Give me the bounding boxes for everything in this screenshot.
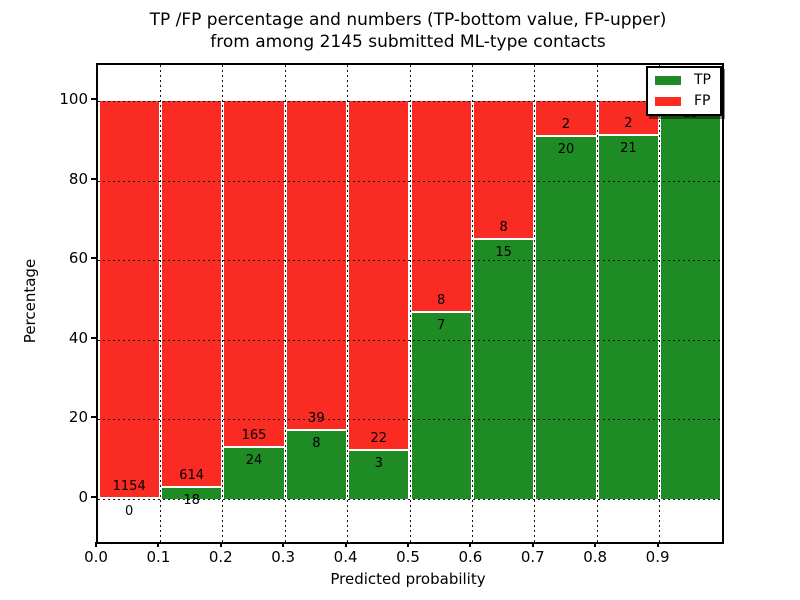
tp-count-label: 0	[125, 504, 134, 519]
gridline-vertical	[159, 65, 161, 542]
fp-count-label: 8	[437, 293, 446, 309]
bar-segment-fp	[286, 101, 347, 432]
y-tick-label: 100	[59, 90, 88, 108]
gridline-horizontal	[98, 339, 722, 341]
gridline-vertical	[596, 65, 598, 542]
gridline-horizontal	[98, 419, 722, 421]
chart-title-line2: from among 2145 submitted ML-type contac…	[210, 32, 606, 52]
legend-row-tp: TP	[655, 73, 711, 88]
y-tick-mark	[91, 98, 96, 100]
x-tick-mark	[469, 542, 472, 547]
y-tick-label: 20	[68, 408, 88, 427]
x-tick-label: 0.8	[583, 548, 608, 566]
gridline-horizontal	[98, 180, 722, 182]
bar-segment-tp	[473, 239, 534, 499]
tp-count-label: 3	[374, 456, 383, 472]
gridline-vertical	[284, 65, 286, 542]
fp-count-label: 8	[499, 219, 508, 235]
bar-segment-fp	[99, 101, 159, 499]
legend-row-fp: FP	[655, 94, 711, 109]
fp-count-label: 2	[561, 117, 571, 133]
bar-segment-fp	[473, 101, 534, 240]
y-tick-mark	[91, 257, 96, 260]
tp-count-label: 18	[183, 492, 200, 508]
bar-segment-tp	[536, 137, 596, 499]
y-axis-label: Percentage	[21, 258, 39, 344]
x-tick-mark	[594, 542, 597, 547]
fp-count-label: 2	[624, 115, 633, 131]
plot-area: 1154061418165243982238781522022115	[96, 63, 724, 544]
gridline-vertical	[534, 65, 536, 542]
gridline-horizontal	[98, 101, 722, 102]
x-tick-mark	[95, 542, 97, 547]
y-tick-mark	[91, 177, 96, 180]
bar-segment-fp	[161, 101, 222, 488]
x-tick-label: 0.6	[458, 548, 483, 566]
x-tick-label: 0.9	[645, 548, 670, 566]
bar-segment-fp	[411, 101, 471, 314]
x-tick-mark	[282, 542, 285, 547]
fp-count-label: 22	[370, 431, 388, 447]
gridline-vertical	[659, 65, 661, 542]
bar-segment-tp	[224, 448, 284, 499]
x-tick-label: 0.4	[333, 548, 358, 566]
bar-segment-tp	[411, 313, 471, 499]
tp-count-label: 7	[437, 318, 446, 334]
tp-count-label: 8	[312, 436, 321, 452]
x-tick-label: 0.7	[520, 548, 545, 566]
legend-label-tp: TP	[694, 72, 711, 88]
bar-segment-fp	[224, 101, 284, 449]
fp-swatch-icon	[655, 97, 681, 106]
x-tick-mark	[219, 542, 222, 547]
tp-count-label: 21	[620, 140, 637, 156]
bar-segment-tp	[661, 101, 721, 499]
y-tick-label: 40	[68, 328, 88, 347]
y-tick-label: 0	[78, 488, 88, 506]
tp-count-label: 20	[557, 142, 575, 158]
bar-segment-tp	[598, 135, 659, 499]
bar-segment-tp	[161, 487, 222, 499]
legend: TP FP	[646, 66, 722, 116]
x-tick-mark	[531, 542, 534, 547]
fp-count-label: 1154	[112, 479, 146, 494]
gridline-vertical	[222, 65, 224, 542]
x-tick-mark	[344, 542, 347, 547]
y-tick-mark	[91, 496, 96, 498]
gridline-vertical	[471, 65, 473, 542]
tp-swatch-icon	[655, 76, 681, 85]
fp-count-label: 39	[308, 411, 325, 427]
gridline-vertical	[347, 65, 349, 542]
y-tick-mark	[91, 416, 96, 419]
bar-segment-fp	[536, 101, 596, 138]
x-axis-label: Predicted probability	[330, 570, 486, 588]
y-tick-label: 60	[68, 249, 88, 268]
bar-segment-fp	[349, 101, 409, 452]
bar-segment-tp	[286, 431, 347, 499]
legend-label-fp: FP	[694, 93, 711, 109]
chart-title-line1: TP /FP percentage and numbers (TP-bottom…	[149, 10, 667, 30]
x-tick-label: 0.2	[208, 548, 233, 566]
gridline-horizontal	[98, 499, 722, 500]
x-tick-label: 0.5	[396, 548, 420, 566]
tp-count-label: 24	[245, 453, 263, 469]
x-tick-label: 0.3	[271, 548, 296, 566]
fp-count-label: 614	[179, 467, 204, 483]
x-tick-mark	[656, 542, 659, 547]
x-tick-label: 0.1	[146, 548, 171, 566]
gridline-vertical	[409, 65, 411, 542]
x-tick-label: 0.0	[84, 548, 108, 566]
x-tick-mark	[157, 542, 160, 547]
x-tick-mark	[407, 542, 409, 547]
bar-segment-tp	[349, 451, 409, 499]
gridline-horizontal	[98, 260, 722, 262]
y-tick-mark	[91, 336, 96, 339]
y-tick-label: 80	[68, 169, 88, 188]
tp-count-label: 15	[495, 244, 512, 260]
fp-count-label: 165	[241, 428, 267, 444]
